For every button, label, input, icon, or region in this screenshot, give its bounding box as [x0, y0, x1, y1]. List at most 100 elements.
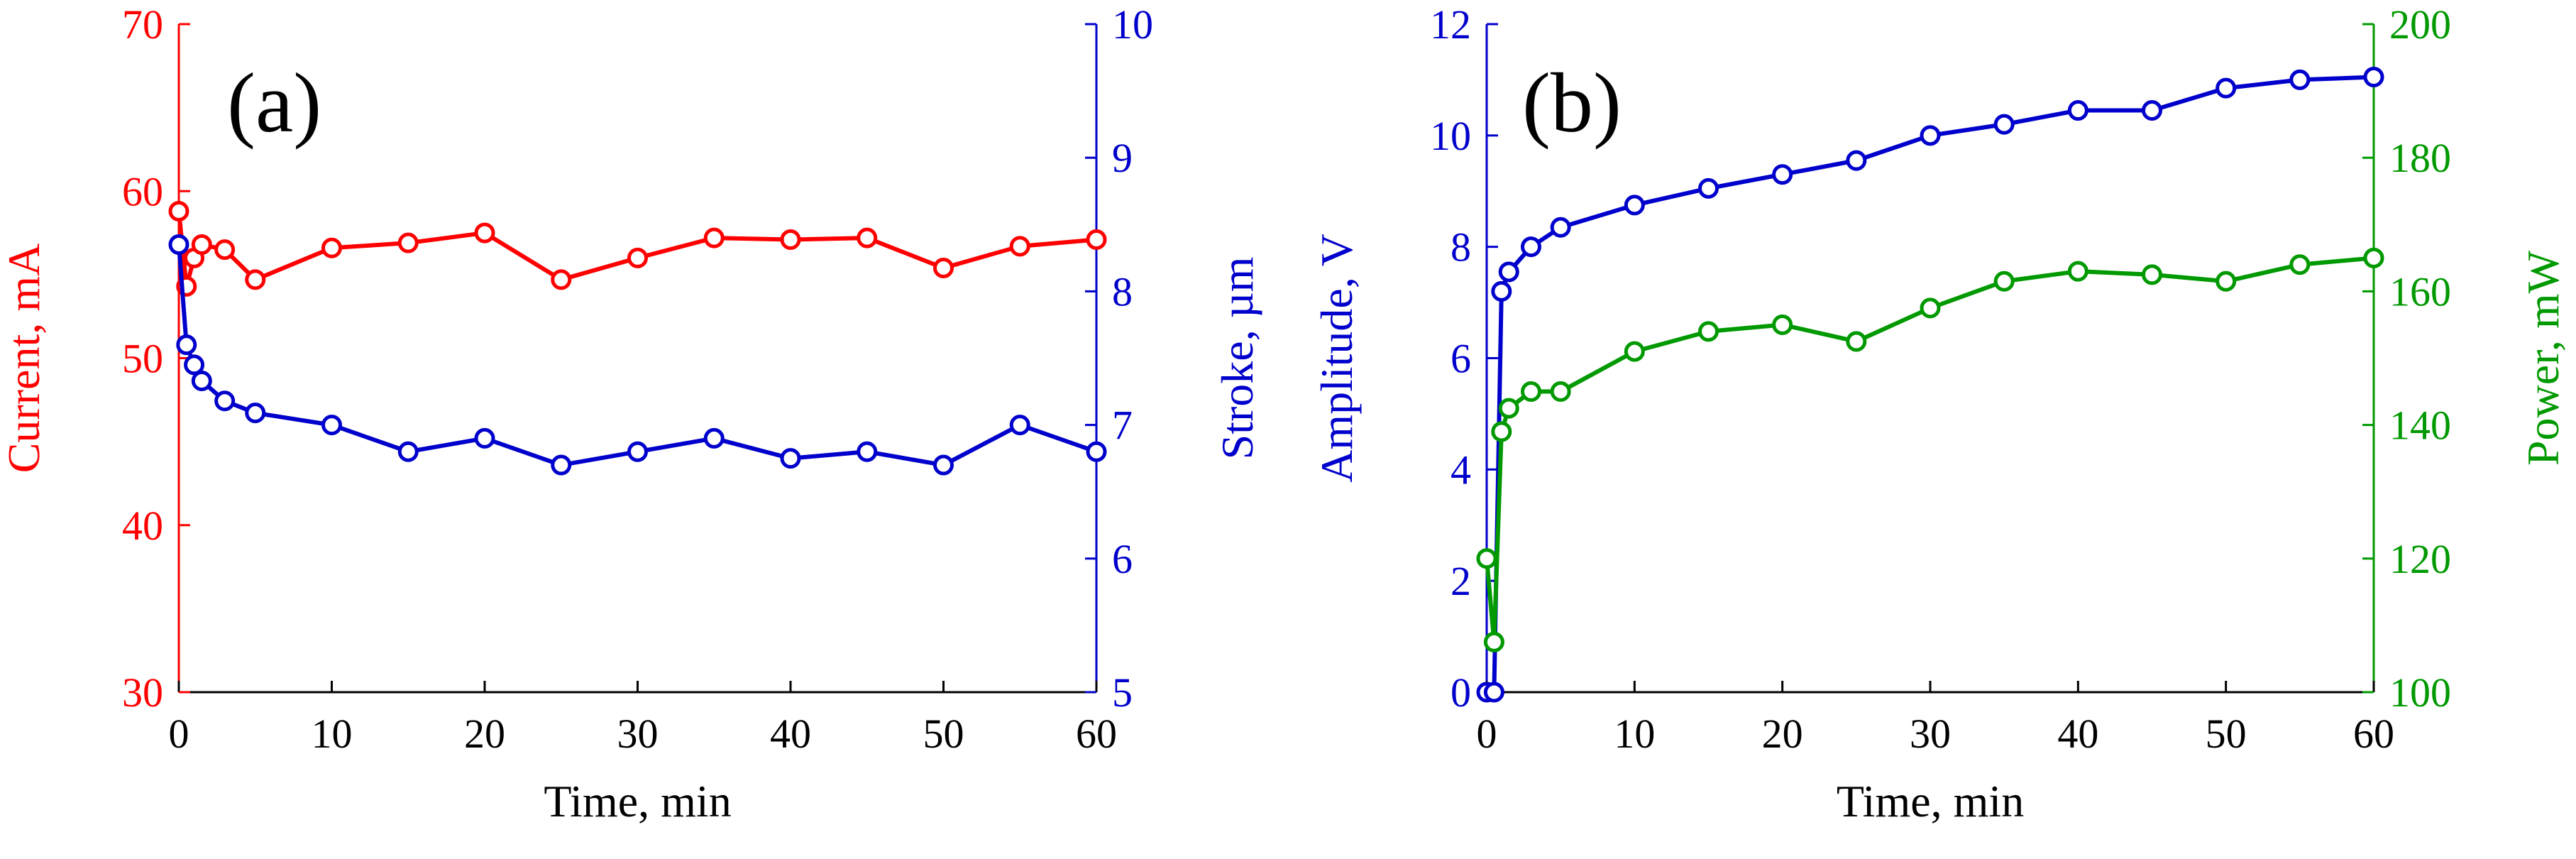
right-tick-label: 180: [2389, 135, 2451, 181]
stroke-data-point: [780, 448, 801, 469]
amplitude-data-point: [1920, 125, 1941, 146]
stroke-data-point: [321, 415, 342, 436]
left-tick-label: 4: [1451, 447, 1471, 493]
right-tick-label: 8: [1112, 268, 1133, 314]
x-tick-label: 10: [1614, 711, 1655, 757]
stroke-data-point: [551, 454, 572, 476]
x-tick-label: 0: [169, 711, 189, 757]
amplitude-data-point: [2289, 69, 2311, 90]
x-tick-label: 0: [1477, 711, 1497, 757]
power-data-point: [2142, 264, 2162, 285]
left-tick-label: 30: [122, 669, 163, 716]
x-tick-label: 30: [617, 711, 659, 757]
left-axis-title: Current, mA: [0, 244, 49, 474]
amplitude-series-line: [1487, 75, 2374, 694]
left-tick-label: 2: [1451, 558, 1471, 604]
power-data-point: [1550, 381, 1571, 403]
power-data-point: [1772, 314, 1793, 335]
power-data-point: [1491, 421, 1512, 442]
x-axis-title: Time, min: [544, 776, 731, 826]
power-data-point: [1476, 548, 1497, 569]
current-data-point: [1009, 236, 1030, 257]
stroke-data-point: [176, 334, 197, 356]
power-data-point: [1846, 331, 1867, 352]
right-tick-label: 5: [1112, 669, 1133, 716]
current-data-point: [191, 234, 212, 256]
stroke-series-line: [177, 244, 1097, 468]
stroke-data-point: [191, 370, 212, 391]
x-tick-label: 40: [2057, 711, 2098, 757]
amplitude-data-point: [2067, 100, 2088, 121]
left-tick-label: 60: [122, 168, 163, 214]
right-tick-label: 10: [1112, 1, 1153, 48]
stroke-data-point: [857, 441, 878, 462]
amplitude-data-point: [1624, 195, 1645, 216]
right-tick-label: 200: [2389, 1, 2451, 48]
stroke-data-point: [1086, 441, 1107, 462]
stroke-data-point: [703, 427, 725, 449]
current-data-point: [474, 222, 495, 244]
amplitude-data-point: [1550, 217, 1571, 238]
amplitude-data-point: [1521, 236, 1541, 258]
power-data-point: [1521, 381, 1541, 403]
right-tick-label: 140: [2389, 403, 2451, 449]
current-data-point: [933, 257, 954, 278]
power-data-point: [1483, 631, 1504, 652]
x-tick-label: 20: [464, 711, 505, 757]
x-axis-title: Time, min: [1837, 776, 2024, 826]
stroke-data-point: [245, 403, 266, 424]
x-tick-label: 10: [312, 711, 353, 757]
current-data-point: [214, 239, 236, 261]
amplitude-data-point: [2216, 77, 2237, 99]
chart-panel-b: 0 10 20 30 40 50 60 Time, min 0 2 4 6 8 10 12 Amplitude…: [1311, 1, 2568, 826]
right-tick-label: 100: [2389, 669, 2451, 716]
power-data-point: [1993, 270, 2015, 292]
right-tick-label: 7: [1112, 403, 1133, 449]
amplitude-data-point: [2142, 100, 2162, 121]
stroke-data-point: [474, 427, 495, 449]
left-tick-label: 8: [1451, 224, 1471, 270]
left-tick-label: 10: [1430, 113, 1471, 159]
right-axis-title: Power, mW: [2518, 250, 2568, 466]
left-tick-label: 70: [122, 1, 163, 48]
amplitude-data-point: [1483, 682, 1504, 703]
left-tick-label: 50: [122, 336, 163, 382]
power-data-point: [1698, 321, 1719, 342]
current-data-point: [857, 227, 878, 248]
current-data-point: [627, 247, 648, 268]
left-tick-label: 6: [1451, 336, 1471, 382]
current-data-point: [703, 227, 725, 248]
stroke-data-point: [1009, 415, 1030, 436]
x-tick-label: 50: [2206, 711, 2247, 757]
right-tick-label: 120: [2389, 536, 2451, 582]
amplitude-data-point: [1993, 114, 2015, 135]
stroke-data-point: [933, 454, 954, 476]
right-axis-title: Stroke, µm: [1212, 257, 1262, 460]
stroke-data-point: [214, 390, 236, 412]
stroke-data-point: [184, 354, 205, 376]
current-data-point: [1086, 229, 1107, 250]
current-data-point: [245, 269, 266, 290]
power-data-point: [1624, 341, 1645, 362]
power-data-point: [2216, 270, 2237, 292]
stroke-data-point: [627, 441, 648, 462]
x-tick-label: 60: [1076, 711, 1117, 757]
right-tick-label: 9: [1112, 135, 1133, 181]
amplitude-data-point: [1498, 261, 1519, 283]
chart-panel-a: 0 10 20 30 40 50 60 Time, min 30 40 50 60 70 Current,…: [0, 1, 1262, 826]
current-data-point: [168, 200, 189, 221]
left-tick-label: 0: [1451, 669, 1471, 716]
x-tick-label: 30: [1910, 711, 1951, 757]
x-tick-label: 40: [770, 711, 811, 757]
power-data-point: [1920, 297, 1941, 319]
current-data-point: [397, 232, 419, 253]
amplitude-data-point: [1491, 280, 1512, 302]
stroke-data-point: [168, 234, 189, 256]
stroke-data-point: [397, 441, 419, 462]
power-data-point: [2363, 247, 2384, 268]
left-axis-title: Amplitude, V: [1311, 234, 1362, 483]
x-tick-label: 50: [923, 711, 964, 757]
power-data-point: [2289, 254, 2311, 275]
amplitude-data-point: [1846, 150, 1867, 171]
